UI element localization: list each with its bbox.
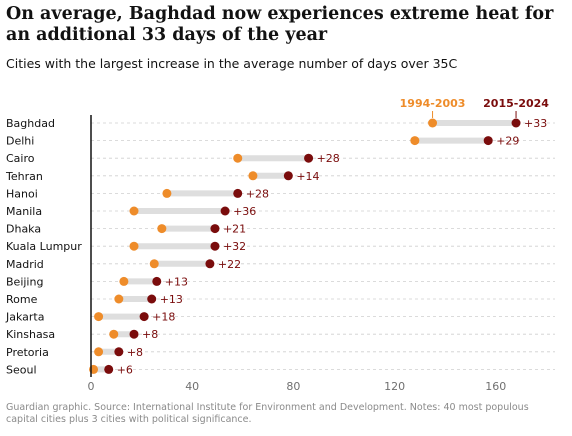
point-2015-2024 <box>104 364 114 374</box>
point-1994-2003 <box>410 136 420 146</box>
point-1994-2003 <box>149 259 159 269</box>
delta-label: +36 <box>233 205 256 218</box>
city-label: Delhi <box>6 135 34 148</box>
delta-label: +14 <box>296 170 319 183</box>
city-label: Tehran <box>5 170 43 183</box>
x-tick-label: 160 <box>485 380 506 393</box>
city-label: Jakarta <box>5 311 44 324</box>
city-label: Madrid <box>6 258 44 271</box>
point-2015-2024 <box>147 294 157 304</box>
city-label: Pretoria <box>6 346 49 359</box>
point-1994-2003 <box>109 329 119 339</box>
source-note: Guardian graphic. Source: International … <box>6 402 529 425</box>
delta-label: +6 <box>117 363 133 376</box>
point-1994-2003 <box>119 276 129 286</box>
point-1994-2003 <box>162 188 172 198</box>
point-2015-2024 <box>233 188 243 198</box>
point-1994-2003 <box>129 206 139 216</box>
point-1994-2003 <box>114 294 124 304</box>
legend-label-late: 2015-2024 <box>483 97 549 110</box>
point-1994-2003 <box>428 118 438 128</box>
point-2015-2024 <box>210 241 220 251</box>
point-1994-2003 <box>94 347 104 357</box>
delta-label: +13 <box>160 293 183 306</box>
delta-label: +33 <box>524 117 547 130</box>
point-2015-2024 <box>114 347 124 357</box>
city-label: Manila <box>6 205 42 218</box>
chart-title: On average, Baghdad now experiences extr… <box>6 4 554 45</box>
point-1994-2003 <box>248 171 258 181</box>
x-tick-label: 80 <box>286 380 300 393</box>
x-tick-label: 0 <box>88 380 95 393</box>
point-1994-2003 <box>157 224 167 234</box>
city-label: Rome <box>6 293 38 306</box>
city-label: Dhaka <box>6 223 41 236</box>
point-2015-2024 <box>511 118 521 128</box>
point-2015-2024 <box>152 276 162 286</box>
delta-label: +32 <box>223 240 246 253</box>
delta-label: +28 <box>246 187 269 200</box>
delta-label: +29 <box>496 135 519 148</box>
city-label: Cairo <box>6 152 35 165</box>
x-tick-label: 40 <box>185 380 199 393</box>
point-2015-2024 <box>483 136 493 146</box>
point-2015-2024 <box>210 224 220 234</box>
city-label: Beijing <box>6 275 43 288</box>
x-tick-label: 120 <box>384 380 405 393</box>
point-2015-2024 <box>129 329 139 339</box>
city-label: Kuala Lumpur <box>6 240 82 253</box>
city-label: Seoul <box>6 363 37 376</box>
delta-label: +22 <box>218 258 241 271</box>
point-2015-2024 <box>139 312 149 322</box>
city-label: Baghdad <box>6 117 55 130</box>
point-2015-2024 <box>304 153 314 163</box>
point-2015-2024 <box>283 171 293 181</box>
point-2015-2024 <box>220 206 230 216</box>
delta-label: +18 <box>152 311 175 324</box>
delta-label: +28 <box>317 152 340 165</box>
city-label: Kinshasa <box>6 328 55 341</box>
point-1994-2003 <box>129 241 139 251</box>
legend-label-early: 1994-2003 <box>400 97 466 110</box>
point-1994-2003 <box>94 312 104 322</box>
delta-label: +8 <box>127 346 143 359</box>
delta-label: +21 <box>223 223 246 236</box>
point-1994-2003 <box>233 153 243 163</box>
delta-label: +8 <box>142 328 158 341</box>
point-2015-2024 <box>205 259 215 269</box>
city-label: Hanoi <box>6 187 38 200</box>
chart-subtitle: Cities with the largest increase in the … <box>6 56 458 71</box>
delta-label: +13 <box>165 275 188 288</box>
